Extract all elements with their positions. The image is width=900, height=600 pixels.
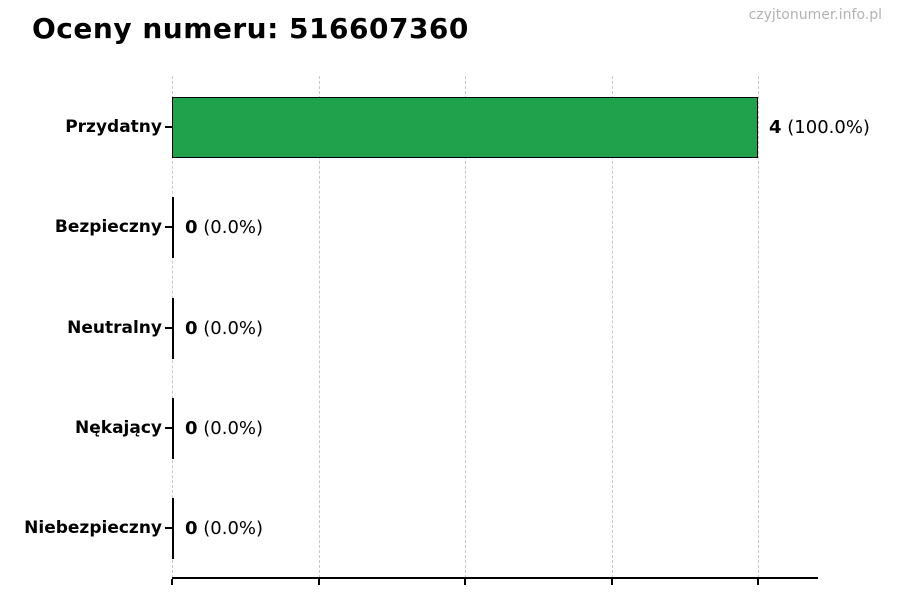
value-label: 4 (100.0%) [769,117,870,138]
chart-title: Oceny numeru: 516607360 [32,12,469,45]
category-label: Neutralny [67,318,162,338]
bar-row: Niebezpieczny 0 (0.0%) [0,478,900,578]
x-tick [171,579,173,585]
value-count: 0 [185,317,198,339]
value-label: 0 (0.0%) [185,518,263,539]
value-label: 0 (0.0%) [185,418,263,439]
category-label: Bezpieczny [54,217,162,237]
x-tick [317,579,320,585]
bar-row: Przydatny 4 (100.0%) [0,77,900,177]
gridline [611,76,613,578]
bar [172,297,174,359]
x-tick [757,579,759,585]
gridline [758,76,759,578]
y-tick [165,327,172,329]
value-label: 0 (0.0%) [185,318,263,339]
value-percent: (0.0%) [203,517,264,539]
y-tick [165,226,172,228]
value-percent: (0.0%) [203,317,264,339]
value-count: 0 [185,517,198,539]
value-count: 0 [185,417,198,439]
category-label: Przydatny [65,117,162,137]
y-tick [165,126,172,128]
value-percent: (100.0%) [787,116,870,138]
bar-row: Nękający 0 (0.0%) [0,378,900,478]
x-tick [464,579,466,585]
value-percent: (0.0%) [203,216,264,238]
category-label: Nękający [75,418,162,438]
bar-row: Neutralny 0 (0.0%) [0,278,900,378]
watermark: czyjtonumer.info.pl [748,7,882,23]
value-count: 0 [185,216,198,238]
bar [172,96,758,158]
x-axis-line [172,577,818,579]
value-count: 4 [769,116,782,138]
bar-row: Bezpieczny 0 (0.0%) [0,177,900,277]
x-tick [610,579,613,585]
bar [172,397,174,459]
bar [172,196,174,258]
y-tick [165,527,172,529]
value-label: 0 (0.0%) [185,217,263,238]
gridline [318,76,320,578]
gridline [465,76,466,578]
y-tick [165,427,172,429]
value-percent: (0.0%) [203,417,264,439]
bar [172,497,174,559]
category-label: Niebezpieczny [24,518,162,538]
